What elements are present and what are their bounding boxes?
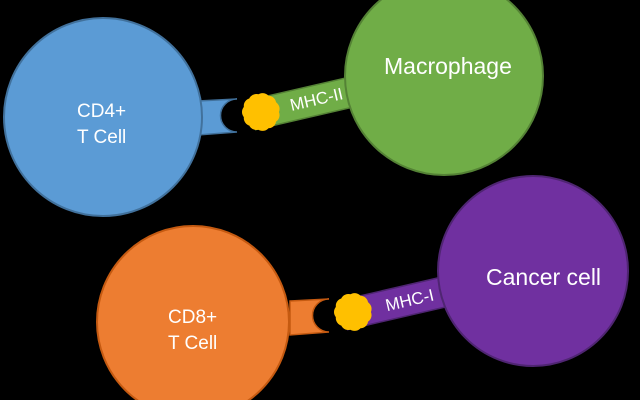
svg-text:Cancer cell: Cancer cell bbox=[486, 264, 601, 290]
svg-text:T Cell: T Cell bbox=[77, 127, 126, 148]
svg-text:Macrophage: Macrophage bbox=[384, 53, 512, 79]
svg-text:T Cell: T Cell bbox=[168, 333, 217, 354]
svg-text:CD4+: CD4+ bbox=[77, 101, 126, 122]
svg-text:CD8+: CD8+ bbox=[168, 307, 217, 328]
